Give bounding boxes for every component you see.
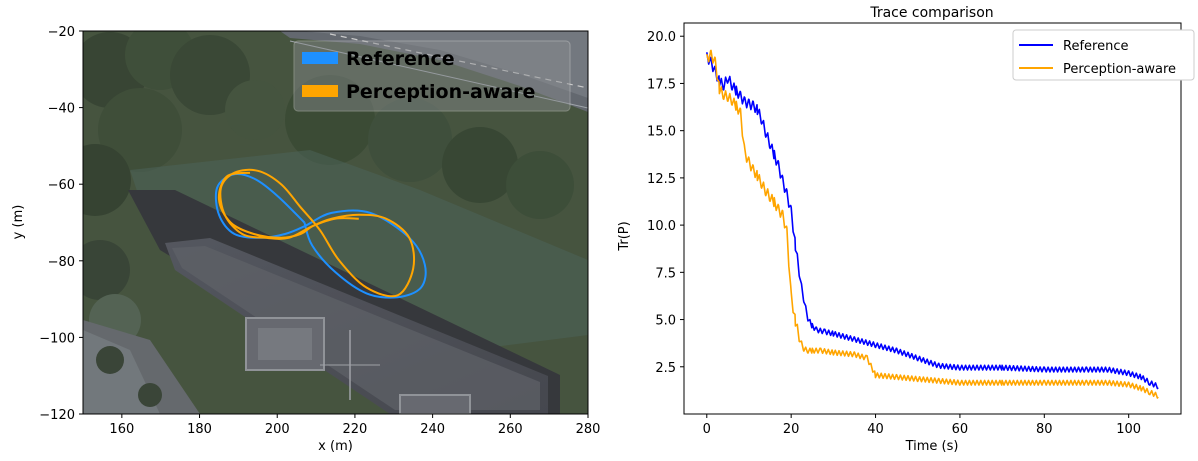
trace-x-axis-label: Time (s) [905,439,959,454]
trace-ticks: 0 20 40 60 80 100 2.5 5.0 7.5 10.0 12.5 15.0 17.5 20.… [647,30,1141,437]
map-y-tick-label: −20 [48,25,75,40]
map-legend: Reference Perception-aware [293,40,571,112]
map-x-tick-label: 180 [187,422,212,437]
trace-panel: Trace comparison 0 20 40 60 80 100 2.5 5.0 7.5 10… [617,5,1195,454]
trace-axes-frame [683,22,1182,415]
map-x-tick-label: 280 [576,422,601,437]
map-x-tick-label: 220 [343,422,368,437]
map-y-tick-label: −120 [39,408,75,423]
map-x-tick-label: 200 [265,422,290,437]
map-panel: 160 180 200 220 240 260 280 −120 −100 −80 −60 −40 −2… [11,25,600,454]
map-x-tick-label: 240 [420,422,445,437]
trace-y-tick-label: 17.5 [647,77,676,92]
map-x-axis-label: x (m) [318,439,353,454]
map-legend-label-reference: Reference [346,48,455,70]
trace-x-tick-label: 20 [783,422,800,437]
trace-x-tick-label: 60 [952,422,969,437]
map-legend-label-perception-aware: Perception-aware [346,81,535,103]
trace-legend: Reference Perception-aware [1012,29,1195,81]
trace-y-tick-label: 2.5 [655,361,676,376]
trace-y-tick-label: 10.0 [647,219,676,234]
map-y-tick-label: −100 [39,331,75,346]
map-ticks: 160 180 200 220 240 260 280 −120 −100 −80 −60 −40 −2… [39,25,600,437]
trace-series-reference [706,52,1159,390]
map-series-perception-aware [217,168,416,298]
trace-x-tick-label: 0 [703,422,711,437]
trace-y-tick-label: 15.0 [647,125,676,140]
trace-y-tick-label: 20.0 [647,30,676,45]
map-y-axis-label: y (m) [11,205,26,240]
trace-legend-label-reference: Reference [1063,39,1128,54]
map-y-tick-label: −80 [48,255,75,270]
trace-legend-label-perception-aware: Perception-aware [1063,62,1176,77]
trace-x-tick-label: 100 [1116,422,1141,437]
map-axes-frame [82,30,589,415]
trace-y-axis-label: Tr(P) [617,221,632,251]
map-y-tick-label: −40 [48,102,75,117]
trace-y-tick-label: 12.5 [647,172,676,187]
trace-x-tick-label: 80 [1036,422,1053,437]
map-legend-swatch-perception-aware [302,85,338,97]
trace-y-tick-label: 7.5 [655,266,676,281]
map-legend-box [293,40,571,112]
map-y-tick-label: −60 [48,178,75,193]
map-trajectory-lines [214,168,427,299]
trace-series-perception-aware [706,49,1159,399]
map-x-tick-label: 260 [498,422,523,437]
map-legend-swatch-reference [302,52,338,64]
map-x-tick-label: 160 [109,422,134,437]
trace-y-tick-label: 5.0 [655,314,676,329]
trace-legend-box [1012,29,1195,81]
trace-chart-title: Trace comparison [869,5,993,21]
trace-lines [706,49,1159,399]
trace-x-tick-label: 40 [867,422,884,437]
